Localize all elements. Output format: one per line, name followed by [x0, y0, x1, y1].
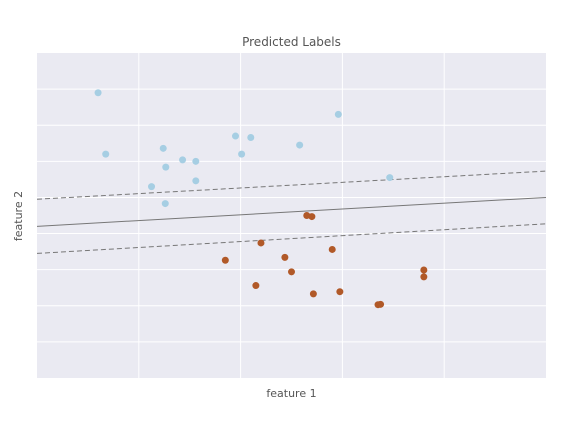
data-point-class-0	[162, 163, 170, 171]
data-point-class-0	[386, 174, 394, 182]
data-point-class-0	[192, 177, 200, 185]
chart-title: Predicted Labels	[242, 35, 341, 49]
data-point-class-1	[309, 290, 317, 298]
y-axis-label: feature 2	[12, 191, 25, 241]
data-point-class-1	[252, 282, 260, 290]
grid-lines	[37, 53, 546, 378]
data-point-class-1	[221, 256, 229, 264]
margin-line	[37, 170, 546, 200]
data-point-class-0	[334, 110, 342, 118]
data-point-class-0	[161, 200, 169, 208]
data-point-class-1	[328, 245, 336, 253]
margin-line	[37, 223, 546, 254]
data-point-class-0	[238, 150, 246, 158]
data-point-class-0	[247, 134, 255, 141]
data-point-class-0	[232, 132, 240, 140]
data-point-class-0	[94, 89, 102, 97]
data-point-class-0	[148, 183, 156, 191]
data-point-class-0	[102, 150, 110, 158]
data-point-class-1	[377, 300, 385, 308]
data-point-class-1	[420, 273, 428, 281]
data-point-class-1	[288, 268, 295, 276]
decision-boundary-line	[37, 196, 546, 227]
data-point-class-1	[308, 213, 316, 221]
data-point-class-1	[281, 253, 289, 261]
data-point-class-0	[179, 156, 187, 164]
data-point-class-1	[257, 239, 265, 247]
data-point-class-0	[159, 144, 167, 152]
data-point-class-1	[420, 266, 428, 274]
x-axis-label: feature 1	[266, 387, 316, 400]
data-points	[94, 89, 428, 309]
plot-area	[37, 53, 546, 378]
data-point-class-0	[296, 141, 304, 149]
data-point-class-0	[192, 157, 200, 165]
decision-boundary	[37, 170, 546, 254]
data-point-class-1	[336, 288, 344, 296]
